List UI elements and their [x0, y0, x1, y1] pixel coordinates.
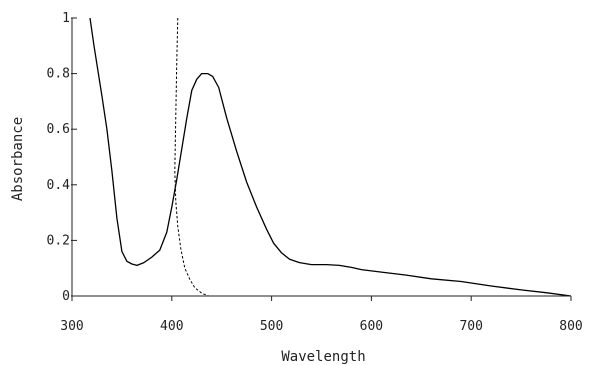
series-dashed-line [174, 17, 217, 297]
x-axis-label: Wavelength [281, 349, 365, 365]
x-tick-label: 800 [559, 319, 582, 334]
y-tick-label: 0.2 [47, 233, 70, 248]
ticks-layer: 0 0.2 0.4 0.6 0.8 1 300 400 500 600 700 800 [47, 11, 583, 334]
series-layer [89, 17, 572, 297]
y-tick-label: 0.4 [47, 178, 71, 193]
x-tick-label: 300 [60, 319, 83, 334]
y-tick-label: 0 [62, 289, 70, 304]
y-tick-label: 1 [62, 11, 70, 26]
x-tick-label: 400 [160, 319, 183, 334]
x-tick-label: 700 [459, 319, 482, 334]
y-axis-label: Absorbance [10, 117, 26, 201]
series-solid-line [89, 17, 572, 297]
axes-layer [71, 18, 571, 297]
y-tick-label: 0.6 [47, 122, 70, 137]
y-tick-label: 0.8 [47, 67, 70, 82]
x-tick-label: 600 [360, 319, 383, 334]
x-tick-label: 500 [260, 319, 283, 334]
